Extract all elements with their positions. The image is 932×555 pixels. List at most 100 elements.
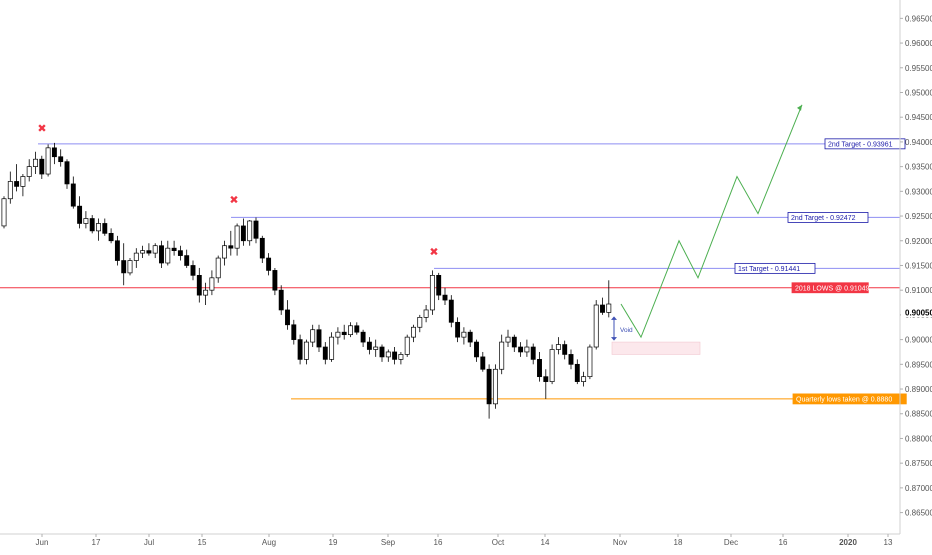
x-tick-label: 14 [541, 538, 550, 547]
level-label: Quarterly lows taken @ 0.8880 [796, 396, 892, 403]
candle-layer [1, 142, 612, 419]
candle-down [196, 275, 202, 296]
y-tick-label: 0.93500 [905, 163, 932, 172]
candle-up [593, 304, 599, 348]
candle-down [184, 255, 190, 266]
y-tick-label: 0.89000 [905, 385, 932, 394]
candle-up [404, 336, 410, 355]
candle-up [127, 260, 133, 274]
candle-down [171, 247, 177, 251]
candle-up [581, 376, 587, 382]
annotation-layer: Void ✖ ✖ ✖ [37, 104, 803, 355]
candle-down [366, 341, 372, 350]
y-tick-label: 0.94000 [905, 138, 932, 147]
y-tick-label: 0.90000 [905, 336, 932, 345]
candle-down [39, 158, 45, 175]
candle-down [537, 359, 542, 378]
candle-up [215, 257, 221, 279]
candle-down [70, 183, 76, 207]
level-label-box [787, 212, 869, 223]
candle-up [26, 166, 32, 177]
candle-down [121, 260, 127, 274]
candle-up [549, 349, 555, 382]
candle-up [209, 277, 215, 291]
x-tick-label: Dec [724, 538, 738, 547]
swing-high-marker: ✖ [429, 247, 438, 259]
candle-up [524, 346, 530, 353]
candle-up [222, 245, 227, 259]
candle-up [133, 252, 139, 261]
x-tick-label: Jul [144, 538, 154, 547]
candle-up [310, 329, 316, 343]
current-price-box [901, 307, 932, 318]
candle-up [417, 317, 423, 328]
candle-down [266, 257, 272, 271]
y-tick-label: 0.94500 [905, 113, 932, 122]
candle-down [108, 232, 114, 242]
y-tick-label: 0.89500 [905, 360, 932, 369]
projection-path [620, 104, 803, 339]
level-label-box [792, 393, 907, 405]
candle-down [543, 376, 549, 382]
x-tick-label: 2020 [839, 538, 857, 547]
candle-down [316, 329, 322, 348]
candle-up [329, 336, 335, 360]
level-label-box [824, 138, 906, 150]
candle-up [606, 303, 612, 313]
candle-down [442, 294, 448, 301]
y-tick-label: 0.91500 [905, 261, 932, 270]
candle-down [486, 368, 492, 405]
swing-high-marker: ✖ [229, 195, 238, 207]
candle-up [492, 368, 498, 405]
void-label: Void [620, 327, 633, 334]
candle-down [360, 331, 366, 343]
level-label: 1st Target - 0.91441 [738, 266, 800, 273]
candle-down [511, 336, 517, 348]
candle-up [398, 354, 404, 360]
candle-down [354, 325, 360, 333]
candle-down [114, 240, 120, 261]
candle-down [568, 354, 574, 365]
x-tick-label: Nov [613, 538, 627, 547]
y-tick-label: 0.95500 [905, 64, 932, 73]
candle-up [461, 331, 467, 338]
candle-up [555, 344, 561, 350]
x-tick-label: Sep [381, 538, 396, 547]
candle-down [77, 205, 83, 224]
candle-down [177, 250, 183, 256]
y-tick-label: 0.86500 [905, 509, 932, 518]
y-tick-label: 0.92500 [905, 212, 932, 221]
level-label-box [734, 262, 816, 274]
candle-up [140, 250, 146, 254]
candle-down [379, 346, 385, 358]
candle-down [190, 265, 196, 276]
candle-up [429, 275, 435, 311]
candle-up [203, 289, 209, 296]
candle-down [600, 304, 605, 313]
x-tick-label: 13 [884, 538, 893, 547]
candle-up [247, 220, 253, 242]
y-tick-label: 0.87500 [905, 459, 932, 468]
y-tick-label: 0.95000 [905, 88, 932, 97]
candle-down [253, 220, 259, 239]
candle-down [474, 341, 479, 358]
candle-down [146, 250, 152, 254]
x-tick-label: Aug [262, 538, 276, 547]
y-tick-label: 0.96000 [905, 39, 932, 48]
candle-down [278, 289, 284, 311]
x-tick-label: Oct [492, 538, 505, 547]
candle-down [240, 225, 246, 242]
x-tick-label: 16 [434, 538, 443, 547]
void-arrow-head-bottom [611, 337, 617, 341]
candle-up [423, 309, 429, 318]
candle-up [20, 176, 26, 187]
void-zone [611, 341, 701, 355]
candle-down [58, 156, 64, 163]
candle-down [285, 309, 290, 326]
candle-up [411, 326, 416, 338]
candle-down [159, 245, 164, 264]
candle-up [45, 147, 51, 175]
